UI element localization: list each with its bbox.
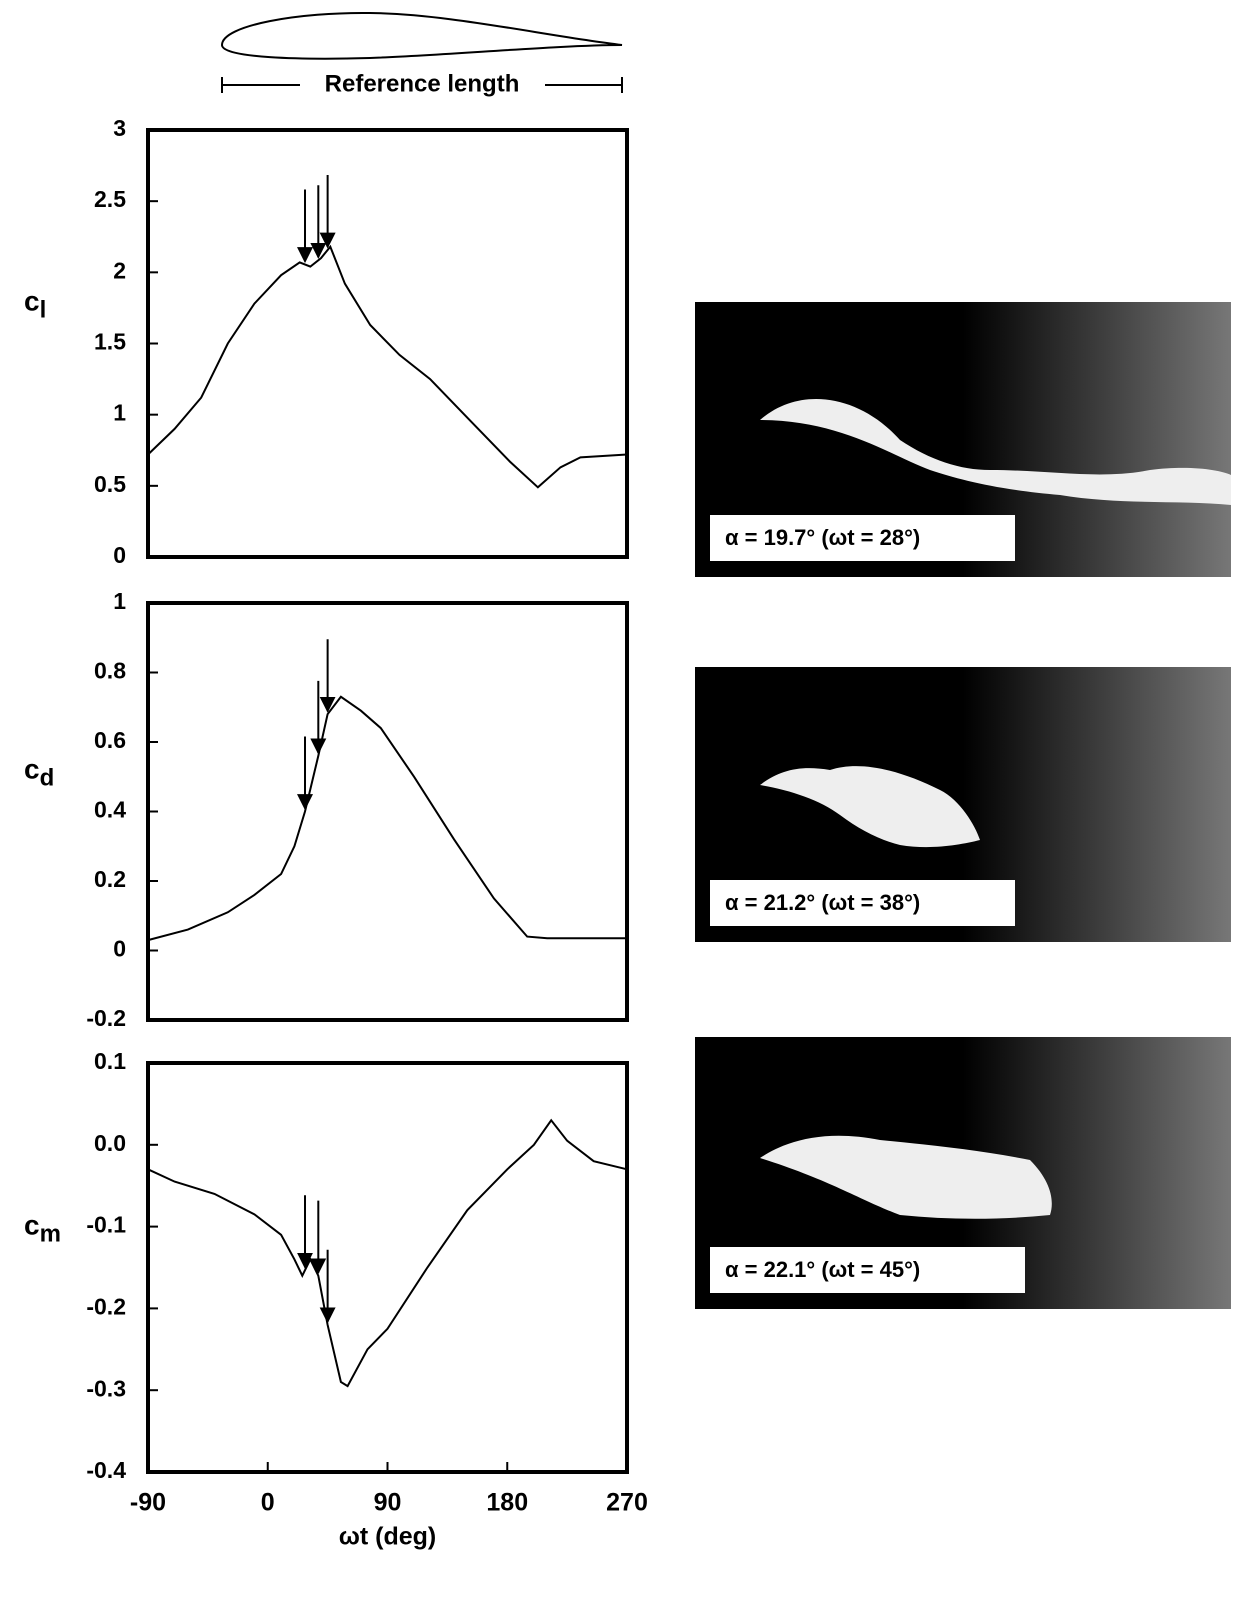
y-tick-label: 3 [113, 115, 126, 141]
vortex [760, 766, 980, 848]
caption-box [710, 1247, 1025, 1293]
y-tick-label: 0.0 [94, 1130, 126, 1156]
charts: 00.511.522.53cl-0.200.20.40.60.81cd-0.4-… [24, 115, 648, 1551]
plot-frame [146, 601, 629, 1022]
caption: α = 22.1° (ωt = 45°) [725, 1257, 920, 1282]
y-tick-label: 0 [113, 936, 126, 962]
y-tick-label: 0.6 [94, 727, 126, 753]
y-tick-label: 0.2 [94, 866, 126, 892]
x-tick-label: 90 [374, 1489, 402, 1517]
photos: α = 19.7° (ωt = 28°) α = 21.2° (ωt = 38°)… [695, 302, 1231, 1309]
vortex [760, 1135, 1052, 1219]
y-tick-label: 0.8 [94, 658, 126, 684]
y-tick-label: -0.2 [86, 1005, 126, 1031]
x-axis-label: ωt (deg) [339, 1523, 437, 1551]
caption: α = 21.2° (ωt = 38°) [725, 890, 920, 915]
x-tick-label: 270 [606, 1489, 648, 1517]
y-tick-label: -0.4 [86, 1457, 126, 1483]
caption: α = 19.7° (ωt = 28°) [725, 525, 920, 550]
caption-box [710, 515, 1015, 561]
y-tick-label: 0 [113, 542, 126, 568]
x-tick-label: 0 [261, 1489, 275, 1517]
y-tick-label: -0.2 [86, 1293, 126, 1319]
data-line [147, 1118, 628, 1388]
data-line [147, 244, 628, 489]
y-tick-label: 0.1 [94, 1048, 126, 1074]
x-tick-label: 180 [486, 1489, 528, 1517]
y-tick-label: 2.5 [94, 186, 126, 212]
caption-box [710, 880, 1015, 926]
y-tick-label: 1.5 [94, 329, 126, 355]
y-tick-label: 0.5 [94, 471, 126, 497]
y-tick-label: 1 [113, 588, 126, 614]
y-axis-label: cm [24, 1210, 61, 1248]
data-line [147, 695, 627, 942]
y-tick-label: -0.1 [86, 1212, 126, 1238]
y-tick-label: -0.3 [86, 1375, 126, 1401]
y-tick-label: 0.4 [94, 797, 126, 823]
vortex [760, 398, 1231, 505]
y-tick-label: 1 [113, 400, 126, 426]
y-tick-label: 2 [113, 257, 126, 283]
airfoil [220, 11, 623, 60]
x-tick-label: -90 [130, 1489, 166, 1517]
y-axis-label: cl [24, 286, 46, 324]
reference-label: Reference length [325, 70, 520, 97]
y-axis-label: cd [24, 754, 54, 792]
